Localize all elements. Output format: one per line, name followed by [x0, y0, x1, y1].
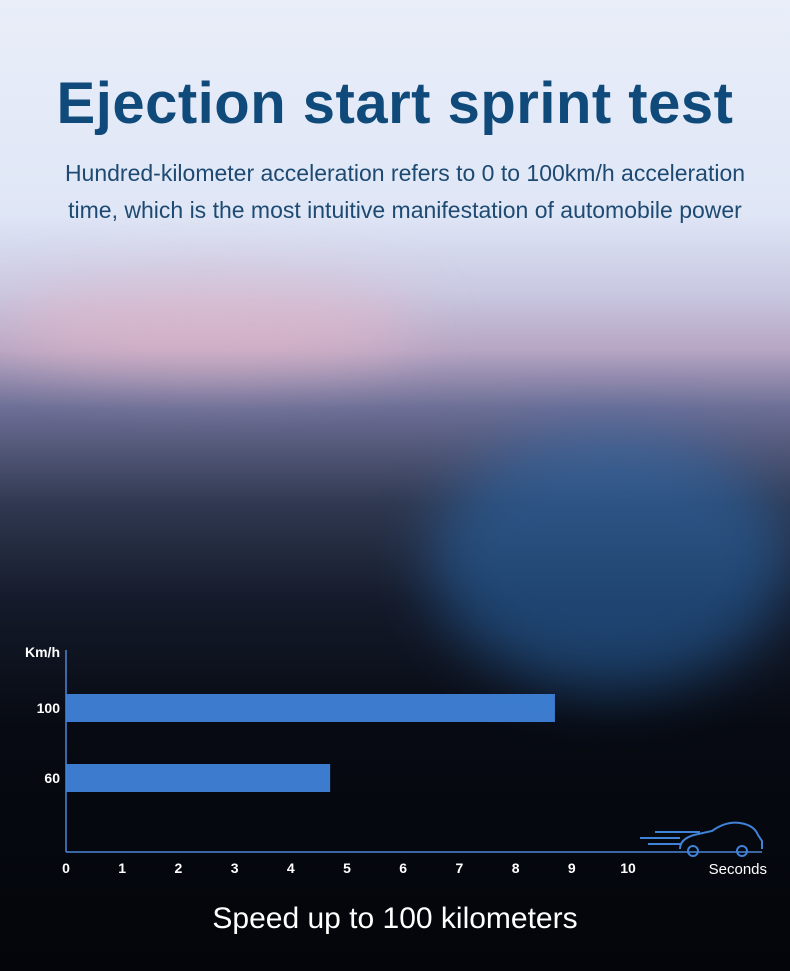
x-tick-label: 3	[231, 860, 239, 876]
subtitle-line-1: Hundred-kilometer acceleration refers to…	[64, 160, 746, 186]
background-light	[430, 430, 790, 690]
x-tick-label: 9	[568, 860, 576, 876]
x-tick-label: 8	[512, 860, 520, 876]
bar-100	[66, 694, 555, 722]
x-tick-label: 2	[175, 860, 183, 876]
caption: Speed up to 100 kilometers	[212, 902, 578, 935]
x-tick-label: 5	[343, 860, 351, 876]
subtitle-line-2: time, which is the most intuitive manife…	[68, 197, 742, 223]
car-logo-icon	[640, 821, 763, 857]
x-tick-label: 1	[118, 860, 126, 876]
bar-60	[66, 764, 331, 792]
x-tick-label: 4	[287, 860, 295, 876]
background-light	[0, 280, 420, 370]
x-tick-label: 0	[62, 860, 70, 876]
y-tick-label: 100	[37, 700, 61, 716]
x-axis-label: Seconds	[709, 861, 767, 878]
x-tick-label: 10	[620, 860, 636, 876]
y-tick-label: 60	[44, 770, 60, 786]
y-axis-label: Km/h	[25, 644, 60, 660]
x-tick-label: 7	[456, 860, 464, 876]
page-title: Ejection start sprint test	[56, 71, 734, 136]
x-tick-label: 6	[399, 860, 407, 876]
